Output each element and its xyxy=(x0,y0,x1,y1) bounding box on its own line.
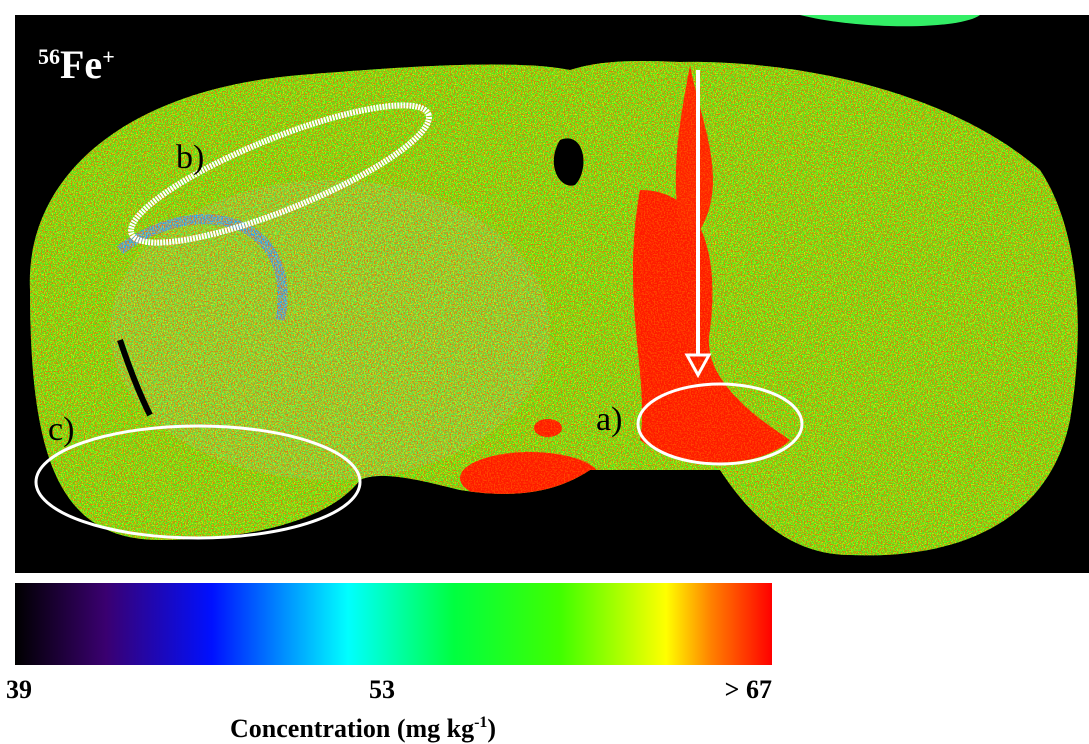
figure: 56Fe+ a) b) c) 39 53 > 67 Concentration … xyxy=(0,0,1089,744)
annotation: a) xyxy=(596,401,622,438)
colorbar-tick-label: > 67 xyxy=(725,675,772,704)
colorbar-tick-label: 39 xyxy=(6,675,32,704)
annotation: b) xyxy=(176,139,204,176)
colorbar-title: Concentration (mg kg-1) xyxy=(230,714,496,743)
annotation: c) xyxy=(48,411,74,448)
colorbar-tick-label: 53 xyxy=(369,675,395,704)
colorbar xyxy=(15,583,772,665)
